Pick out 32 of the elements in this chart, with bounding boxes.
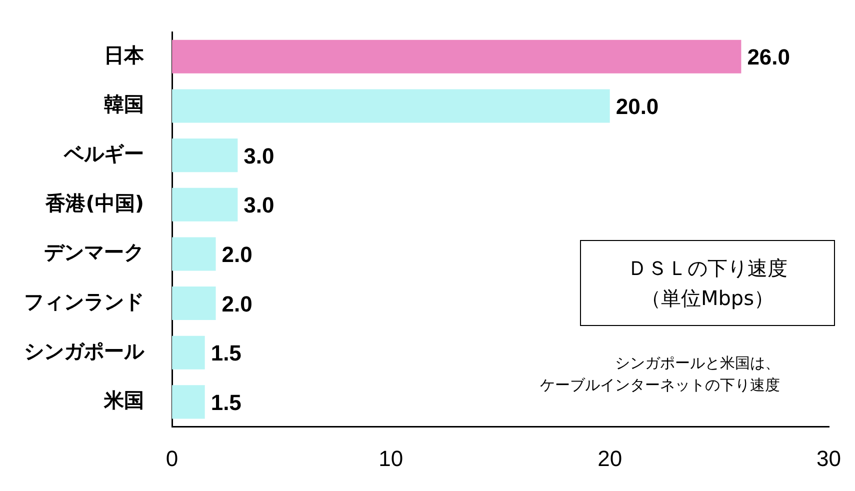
x-tick-label: 20 (598, 446, 622, 471)
data-label: 3.0 (244, 192, 274, 218)
annotation: ＤＳＬの下り速度 (626, 255, 788, 282)
x-tick-label: 10 (378, 446, 404, 471)
bar (172, 385, 205, 419)
bar (172, 286, 216, 320)
y-tick-label: デンマーク (44, 240, 144, 264)
y-tick-label: 日本 (104, 42, 145, 67)
x-tick-label: 0 (166, 446, 178, 471)
annotation: ケーブルインターネットの下り速度 (540, 375, 780, 396)
annotation: シンガポールと米国は、 (614, 353, 780, 374)
bar (172, 188, 238, 222)
y-tick-label: フィンランド (24, 289, 144, 314)
bar (172, 138, 238, 172)
annotation: （単位Mbps） (640, 285, 776, 312)
y-tick-label: ベルギー (63, 142, 144, 166)
bar (172, 40, 742, 74)
data-label: 2.0 (222, 291, 252, 316)
bar (172, 237, 216, 271)
data-label: 20.0 (616, 94, 659, 120)
bar (172, 89, 610, 123)
y-tick-label: 韓国 (104, 92, 144, 116)
data-label: 1.5 (210, 340, 242, 366)
data-label: 26.0 (747, 44, 790, 70)
x-tick-label: 30 (816, 446, 842, 471)
bar (172, 336, 205, 370)
data-label: 3.0 (244, 143, 274, 168)
y-tick-label: 香港(中国) (44, 190, 144, 215)
y-tick-label: 米国 (103, 388, 144, 412)
data-label: 1.5 (210, 390, 242, 415)
y-tick-label: シンガポール (24, 338, 145, 363)
data-label: 2.0 (222, 242, 252, 268)
